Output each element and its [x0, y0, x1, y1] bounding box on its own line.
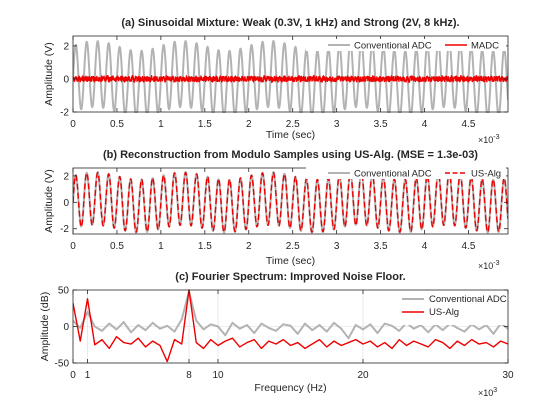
y-tick-label: -50 [55, 359, 70, 370]
y-axis-label: Amplitude (V) [43, 169, 55, 233]
legend-label: Conventional ADC [354, 41, 432, 52]
exponent-power: -3 [493, 134, 499, 141]
series-line-madc [73, 74, 508, 84]
axes-box [72, 167, 509, 235]
series-line-us-alg [73, 289, 508, 363]
chart-3: (c) Fourier Spectrum: Improved Noise Flo… [39, 271, 514, 398]
y-axis-label: Amplitude (dB) [39, 292, 51, 361]
x-tick-label: 1 [158, 119, 164, 130]
y-tick-label: 50 [58, 286, 70, 297]
legend-label: Conventional ADC [354, 169, 432, 180]
x-tick-label: 20 [357, 370, 369, 381]
x-tick-label: 0 [70, 370, 76, 381]
legend-label: US-Alg [471, 169, 501, 180]
legend: Conventional ADC US-Alg [306, 167, 506, 180]
x-tick-label: 0 [70, 119, 76, 130]
plot-area [73, 40, 508, 113]
x-tick-label: 3 [334, 119, 340, 130]
exponent-power: 3 [493, 387, 497, 394]
chart-title: (c) Fourier Spectrum: Improved Noise Flo… [175, 271, 405, 283]
x-tick-label: 30 [502, 370, 514, 381]
y-tick-label: 0 [63, 74, 69, 85]
y-tick-label: 0 [63, 322, 69, 333]
x-tick-label: 8 [186, 370, 192, 381]
x-tick-label: 10 [212, 370, 224, 381]
x-tick-label: 2 [246, 241, 252, 252]
exponent-base: ×10 [478, 135, 493, 145]
x-tick-label: 0.5 [110, 241, 124, 252]
y-tick-label: 2 [63, 171, 69, 182]
chart-title: (a) Sinusoidal Mixture: Weak (0.3V, 1 kH… [121, 17, 459, 29]
exponent-base: ×10 [478, 261, 493, 271]
plot-area [73, 171, 508, 234]
x-axis-label: Frequency (Hz) [254, 382, 326, 394]
x-tick-label: 1.5 [198, 119, 212, 130]
x-tick-label: 1.5 [198, 241, 212, 252]
series-line-conventional-adc [73, 40, 508, 113]
legend-label: Conventional ADC [429, 294, 507, 305]
chart-2: (b) Reconstruction from Modulo Samples u… [43, 149, 509, 271]
x-tick-label: 2 [246, 119, 252, 130]
y-tick-label: -2 [60, 224, 69, 235]
x-tick-label: 4.5 [462, 119, 476, 130]
axes-box [72, 35, 509, 113]
exponent-power: -3 [493, 260, 499, 267]
chart-title: (b) Reconstruction from Modulo Samples u… [103, 149, 478, 161]
x-tick-label: 4 [422, 119, 428, 130]
x-tick-label: 4.5 [462, 241, 476, 252]
exponent-base: ×10 [478, 388, 493, 398]
legend: Conventional ADC MADC [306, 39, 506, 52]
x-axis-label: Time (sec) [266, 129, 315, 141]
series-line-us-alg [73, 171, 508, 233]
x-tick-label: 0.5 [110, 119, 124, 130]
x-tick-label: 0 [70, 241, 76, 252]
x-tick-label: 1 [158, 241, 164, 252]
x-tick-label: 1 [85, 370, 91, 381]
y-tick-label: -2 [60, 108, 69, 119]
x-tick-label: 3 [334, 241, 340, 252]
x-tick-label: 3.5 [374, 119, 388, 130]
y-tick-label: 0 [63, 198, 69, 209]
x-tick-label: 4 [422, 241, 428, 252]
x-tick-label: 3.5 [374, 241, 388, 252]
legend-label: US-Alg [429, 307, 459, 318]
x-tick-label: 2.5 [286, 119, 300, 130]
x-exponent-label: ×10-3 [478, 134, 500, 145]
x-tick-label: 2.5 [286, 241, 300, 252]
x-axis-label: Time (sec) [266, 255, 315, 267]
chart-1: (a) Sinusoidal Mixture: Weak (0.3V, 1 kH… [43, 17, 509, 145]
x-exponent-label: ×103 [478, 387, 497, 398]
y-tick-label: 2 [63, 41, 69, 52]
x-exponent-label: ×10-3 [478, 260, 500, 271]
legend: Conventional ADC US-Alg [398, 293, 507, 325]
legend-label: MADC [471, 41, 499, 52]
y-axis-label: Amplitude (V) [43, 42, 55, 106]
